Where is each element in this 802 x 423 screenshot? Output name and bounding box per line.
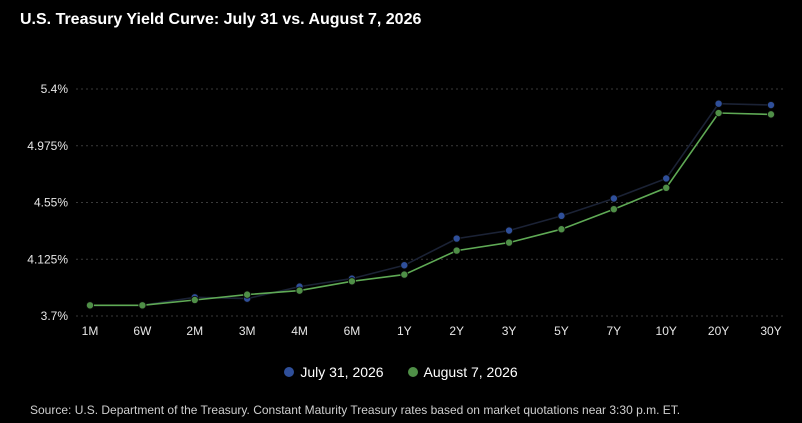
series-0-point-5y bbox=[557, 211, 566, 220]
series-line-1 bbox=[90, 112, 772, 307]
x-tick-label-1m: 1M bbox=[82, 324, 99, 338]
series-1-point-5y bbox=[557, 225, 566, 234]
x-tick-label-2m: 2M bbox=[186, 324, 203, 338]
x-tick-label-1y: 1Y bbox=[397, 324, 412, 338]
series-1-point-6w bbox=[138, 301, 147, 310]
chart-title: U.S. Treasury Yield Curve: July 31 vs. A… bbox=[20, 11, 422, 28]
series-1-point-2y bbox=[452, 246, 461, 255]
legend-label-july-31: July 31, 2026 bbox=[300, 364, 384, 380]
series-0-point-7y bbox=[609, 194, 618, 203]
y-tick-label-2: 4.55% bbox=[34, 196, 68, 210]
series-1-point-1m bbox=[86, 301, 95, 310]
legend-marker-august-7 bbox=[407, 367, 418, 377]
series-0-point-10y bbox=[662, 174, 671, 183]
x-tick-label-3m: 3M bbox=[239, 324, 256, 338]
x-tick-label-4m: 4M bbox=[291, 324, 308, 338]
y-tick-label-0: 5.4% bbox=[41, 82, 69, 96]
series-1-point-7y bbox=[609, 205, 618, 214]
chart-legend: July 31, 2026 August 7, 2026 bbox=[0, 364, 802, 380]
series-1-point-3y bbox=[505, 238, 514, 247]
series-0-point-30y bbox=[767, 101, 776, 110]
series-1-point-2m bbox=[190, 295, 199, 304]
series-1-point-6m bbox=[347, 277, 356, 286]
series-0-point-20y bbox=[714, 99, 723, 108]
series-line-0 bbox=[90, 102, 772, 307]
legend-label-august-7: August 7, 2026 bbox=[423, 364, 518, 380]
x-tick-label-3y: 3Y bbox=[502, 324, 517, 338]
yield-curve-chart: 5.4% 4.975% 4.55% 4.125% 3.7% 1M 6W 2M 3M 4M 6M 1Y 2… bbox=[27, 82, 786, 338]
x-tick-label-6m: 6M bbox=[344, 324, 361, 338]
y-tick-label-3: 4.125% bbox=[27, 252, 68, 266]
x-tick-label-10y: 10Y bbox=[656, 324, 677, 338]
y-tick-label-4: 3.7% bbox=[41, 309, 69, 323]
series-0-point-1y bbox=[400, 261, 409, 270]
series-1-point-4m bbox=[295, 286, 304, 295]
x-tick-label-5y: 5Y bbox=[554, 324, 569, 338]
x-tick-label-7y: 7Y bbox=[607, 324, 622, 338]
series-0-point-3y bbox=[505, 226, 514, 235]
x-tick-label-20y: 20Y bbox=[708, 324, 729, 338]
series-1-point-10y bbox=[662, 183, 671, 192]
legend-item-august-7[interactable]: August 7, 2026 bbox=[407, 364, 518, 380]
series-1-point-3m bbox=[243, 290, 252, 299]
y-tick-label-1: 4.975% bbox=[27, 139, 68, 153]
x-tick-label-30y: 30Y bbox=[760, 324, 781, 338]
series-0-point-2y bbox=[452, 234, 461, 243]
x-tick-label-2y: 2Y bbox=[449, 324, 464, 338]
legend-marker-july-31 bbox=[284, 367, 295, 377]
source-note: Source: U.S. Department of the Treasury.… bbox=[30, 403, 681, 417]
x-tick-label-6w: 6W bbox=[133, 324, 152, 338]
series-1-point-30y bbox=[767, 110, 776, 119]
legend-item-july-31[interactable]: July 31, 2026 bbox=[284, 364, 384, 380]
series-1-point-20y bbox=[714, 109, 723, 118]
series-1-point-1y bbox=[400, 270, 409, 279]
